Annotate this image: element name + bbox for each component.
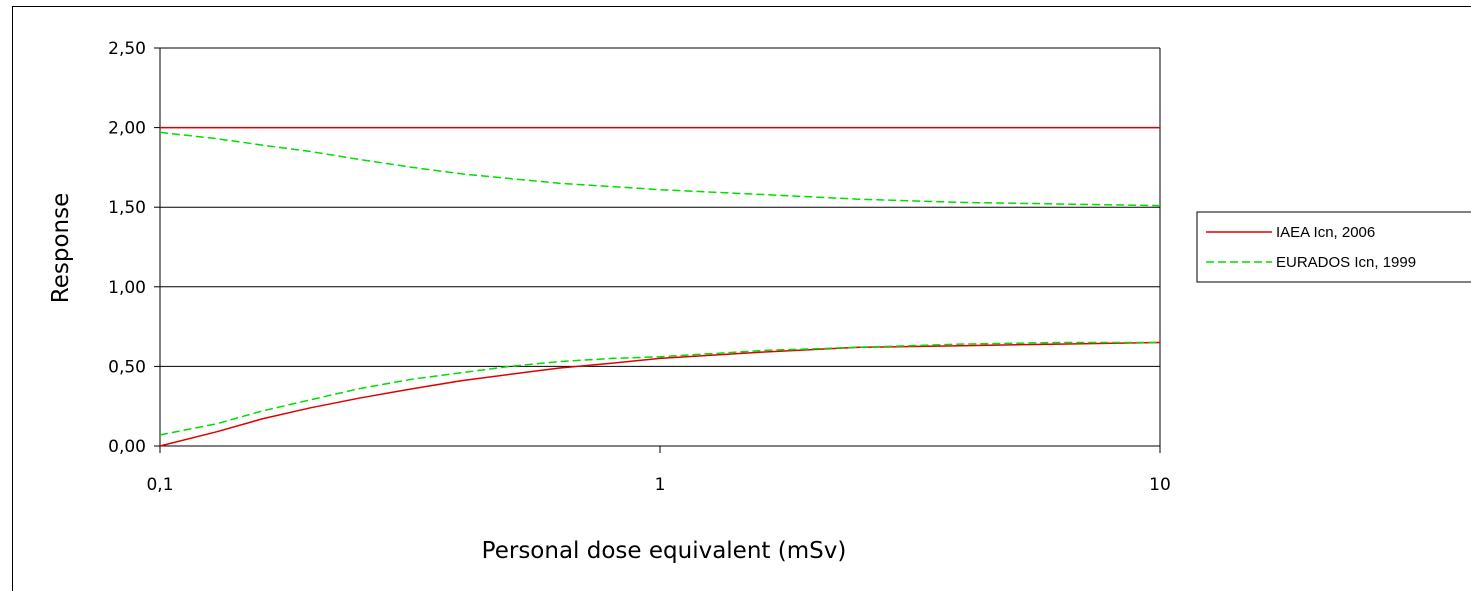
legend: IAEA Icn, 2006 EURADOS Icn, 1999: [1196, 211, 1471, 283]
legend-box: [1196, 211, 1471, 283]
x-tick-labels: 0,1 1 10: [146, 446, 1171, 495]
plot-area: [159, 48, 1161, 446]
gridlines: [154, 47, 1160, 447]
chart-area: [12, 6, 1471, 591]
y-tick-label: 2,50: [108, 39, 146, 59]
y-tick-label: 1,00: [108, 278, 146, 298]
legend-label: IAEA Icn, 2006: [1276, 224, 1375, 241]
y-tick-label: 0,00: [108, 437, 146, 457]
y-tick-labels: 0,00 0,50 1,00 1,50 2,00 2,50: [108, 39, 146, 457]
y-tick-label: 1,50: [108, 198, 146, 218]
y-tick-label: 2,00: [108, 119, 146, 139]
x-tick-label: 0,1: [146, 475, 173, 495]
legend-label: EURADOS Icn, 1999: [1276, 254, 1416, 271]
series-line-2-2: [159, 341, 1160, 436]
series-line-2-1: [159, 131, 1161, 207]
x-tick-label: 10: [1149, 475, 1171, 495]
y-axis-title: Response: [48, 193, 74, 303]
y-tick-label: 0,50: [108, 357, 146, 377]
series-line-1-2: [159, 341, 1161, 447]
x-axis-title: Personal dose equivalent (mSv): [482, 538, 847, 564]
series-layer: [159, 126, 1161, 447]
x-tick-label: 1: [655, 475, 666, 495]
